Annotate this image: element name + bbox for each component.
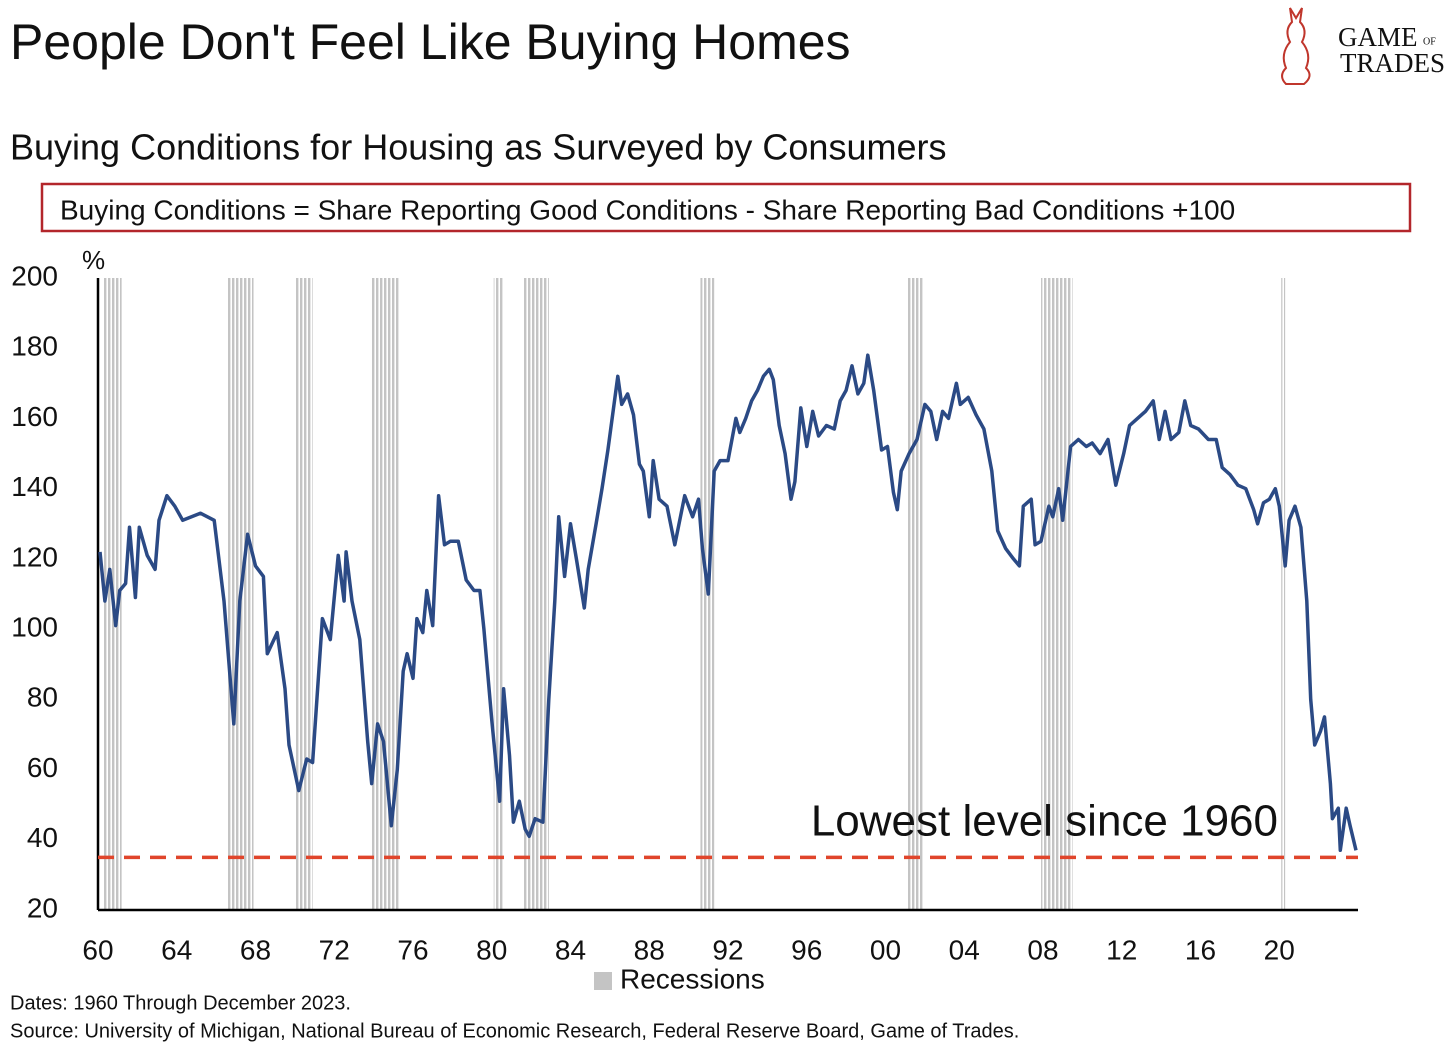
y-tick-label: 120 <box>11 541 58 572</box>
x-tick-label: 04 <box>949 934 980 965</box>
y-tick-label: 80 <box>27 682 58 713</box>
x-tick-label: 08 <box>1027 934 1058 965</box>
x-tick-label: 16 <box>1185 934 1216 965</box>
legend-swatch <box>594 972 612 990</box>
recession-band <box>493 278 504 910</box>
x-tick-label: 96 <box>791 934 822 965</box>
x-tick-label: 80 <box>476 934 507 965</box>
logo-text: TRADES <box>1340 48 1445 78</box>
note: Dates: 1960 Through December 2023. <box>10 992 351 1014</box>
logo-icon <box>1281 7 1311 85</box>
chart-subtitle: Buying Conditions for Housing as Surveye… <box>10 127 946 168</box>
logo: GAME OF TRADES <box>1281 7 1445 85</box>
x-tick-label: 20 <box>1264 934 1295 965</box>
legend-label: Recessions <box>620 963 765 994</box>
y-tick-label: 100 <box>11 612 58 643</box>
y-tick-label: 20 <box>27 892 58 923</box>
x-tick-label: 12 <box>1106 934 1137 965</box>
x-tick-label: 92 <box>712 934 743 965</box>
chart-title: People Don't Feel Like Buying Homes <box>10 14 851 70</box>
x-tick-label: 72 <box>319 934 350 965</box>
y-tick-label: 60 <box>27 752 58 783</box>
x-tick-label: 68 <box>240 934 271 965</box>
logo-text: OF <box>1423 36 1436 47</box>
formula: Buying Conditions = Share Reporting Good… <box>60 194 1235 225</box>
logo-text: GAME <box>1338 22 1418 52</box>
y-tick-label: 180 <box>11 331 58 362</box>
x-tick-label: 84 <box>555 934 586 965</box>
recession-band <box>523 278 549 910</box>
y-tick-label: 160 <box>11 401 58 432</box>
formula-box <box>40 182 1412 233</box>
y-axis-label: % <box>82 245 105 275</box>
note: Source: University of Michigan, National… <box>10 1020 1019 1042</box>
x-tick-label: 00 <box>870 934 901 965</box>
recession-band <box>371 278 400 910</box>
x-tick-label: 60 <box>82 934 113 965</box>
y-tick-label: 40 <box>27 822 58 853</box>
x-tick-label: 88 <box>634 934 665 965</box>
recession-band <box>1041 278 1073 910</box>
y-tick-label: 140 <box>11 471 58 502</box>
y-tick-label: 200 <box>11 260 58 291</box>
recession-band <box>294 278 313 910</box>
recession-band <box>1281 278 1286 910</box>
annotation: Lowest level since 1960 <box>811 797 1278 846</box>
x-tick-label: 76 <box>397 934 428 965</box>
x-tick-label: 64 <box>161 934 192 965</box>
data-line <box>98 353 1358 853</box>
